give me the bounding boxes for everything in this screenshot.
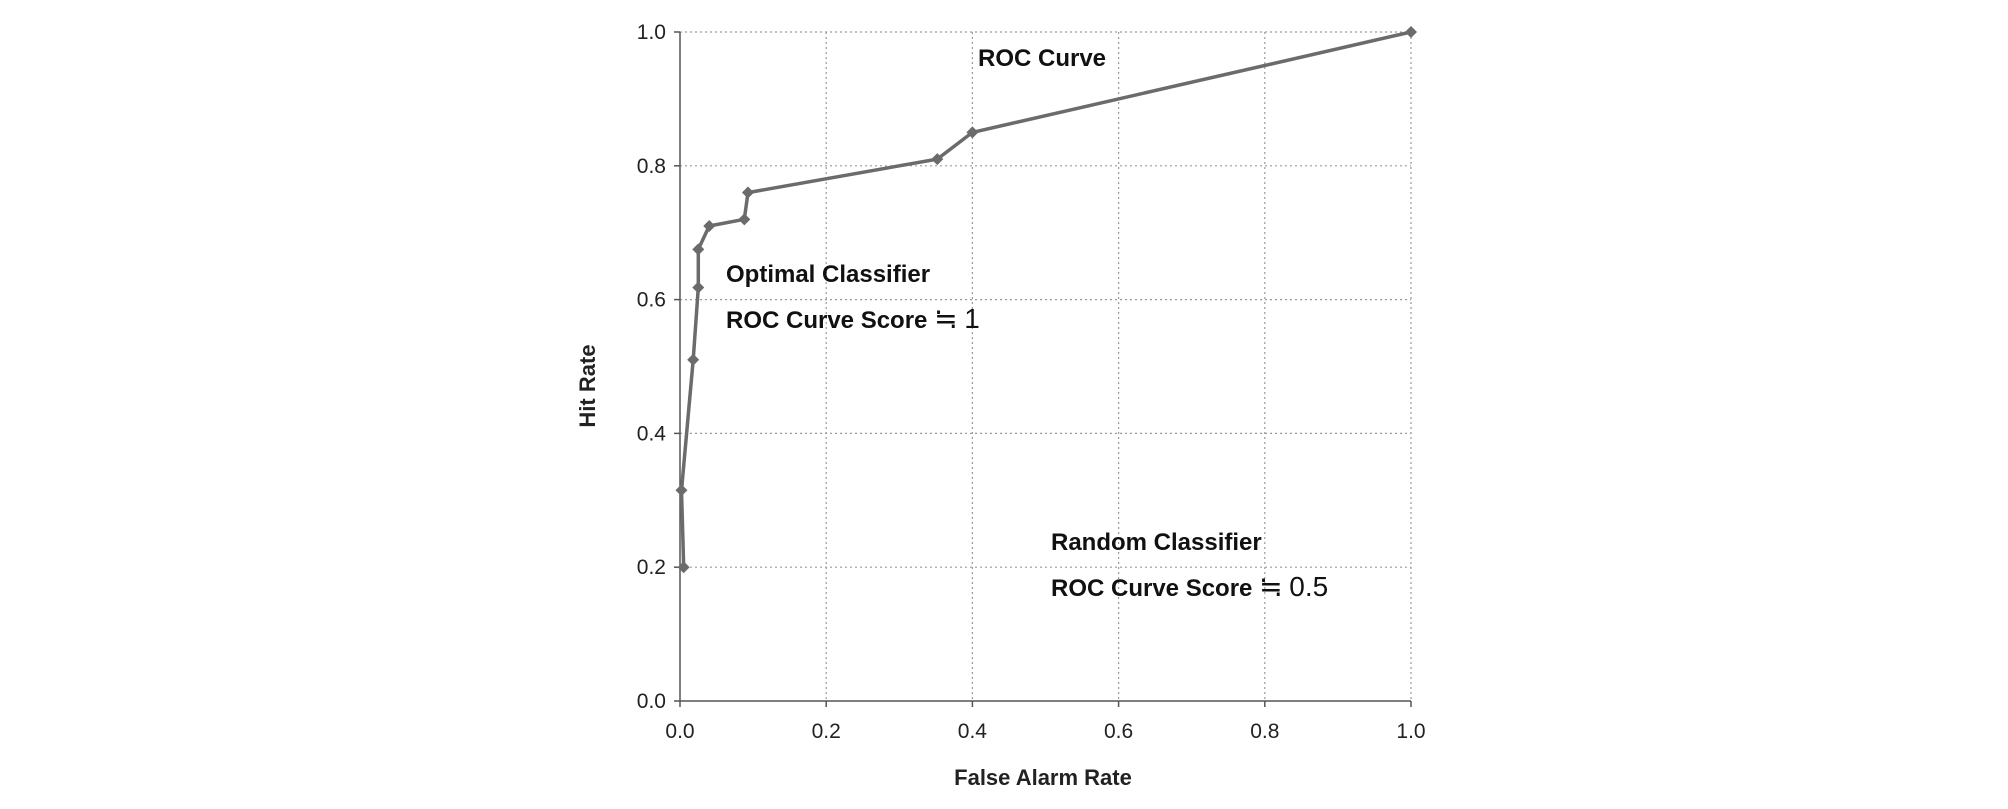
roc-series xyxy=(675,26,1417,574)
roc-point-marker xyxy=(675,484,688,497)
x-tick-labels: 0.0 0.2 0.4 0.6 0.8 1.0 xyxy=(665,720,1425,743)
y-tick-label: 0.0 xyxy=(637,690,666,713)
x-tick-label: 0.2 xyxy=(812,720,841,743)
random-score-sign: ≒ xyxy=(1259,571,1283,602)
roc-point-marker xyxy=(692,243,705,256)
y-tick-label: 0.4 xyxy=(637,422,667,445)
optimal-score-sign: ≒ xyxy=(934,303,958,334)
y-tick-label: 0.2 xyxy=(637,556,666,579)
x-tick-label: 0.8 xyxy=(1250,720,1279,743)
random-classifier-title: Random Classifier xyxy=(1051,529,1262,556)
roc-point-marker xyxy=(692,281,705,294)
y-axis-title: Hit Rate xyxy=(575,344,600,427)
y-tick-labels: 0.0 0.2 0.4 0.6 0.8 1.0 xyxy=(637,21,667,713)
optimal-classifier-score: ROC Curve Score ≒ 1 xyxy=(726,303,980,334)
roc-curve-label: ROC Curve xyxy=(978,45,1106,72)
roc-point-marker xyxy=(687,353,700,366)
optimal-score-value: 1 xyxy=(964,303,980,334)
roc-point-marker xyxy=(703,220,716,233)
random-classifier-score: ROC Curve Score ≒ 0.5 xyxy=(1051,571,1328,602)
roc-point-marker xyxy=(931,153,944,166)
optimal-score-label: ROC Curve Score xyxy=(726,307,927,334)
roc-point-marker xyxy=(1405,26,1417,38)
roc-point-marker xyxy=(966,126,979,139)
x-tick-label: 0.6 xyxy=(1104,720,1133,743)
x-tick-label: 0.0 xyxy=(665,720,694,743)
optimal-classifier-title: Optimal Classifier xyxy=(726,261,930,288)
roc-point-marker xyxy=(738,213,751,226)
y-tick-label: 0.6 xyxy=(637,289,666,312)
grid-lines xyxy=(680,31,1412,701)
roc-point-marker xyxy=(677,561,690,574)
x-tick-label: 1.0 xyxy=(1396,720,1425,743)
y-tick-label: 0.8 xyxy=(637,155,666,178)
random-score-label: ROC Curve Score xyxy=(1051,575,1252,602)
y-tick-label: 1.0 xyxy=(637,21,666,44)
axes xyxy=(674,31,1412,707)
x-tick-label: 0.4 xyxy=(958,720,988,743)
random-score-value: 0.5 xyxy=(1289,571,1328,602)
roc-point-marker xyxy=(741,186,754,199)
x-axis-title: False Alarm Rate xyxy=(954,765,1132,790)
